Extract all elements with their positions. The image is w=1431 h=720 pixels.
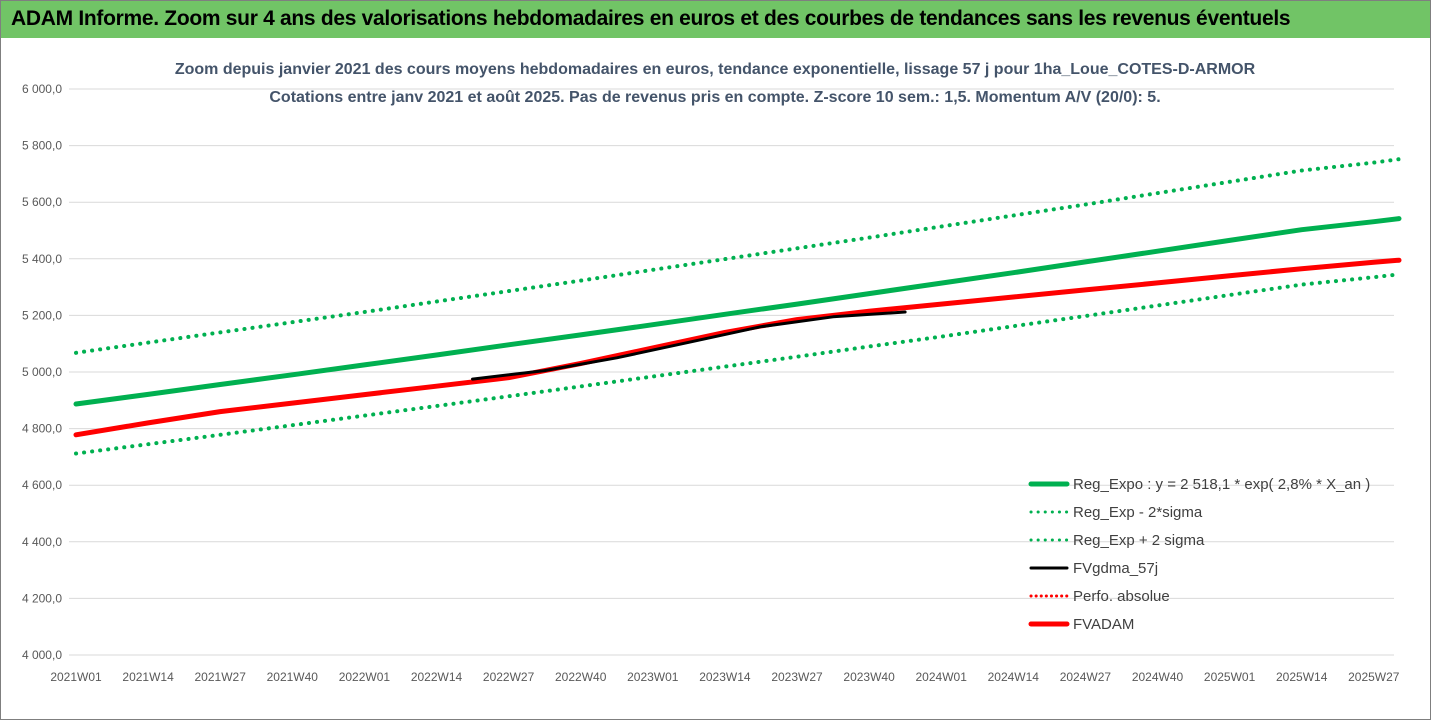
x-tick-label: 2021W27: [195, 670, 247, 684]
x-tick-label: 2021W14: [122, 670, 174, 684]
y-tick-label: 6 000,0: [22, 82, 62, 96]
x-tick-label: 2025W01: [1204, 670, 1256, 684]
x-tick-label: 2023W14: [699, 670, 751, 684]
y-tick-label: 4 400,0: [22, 535, 62, 549]
chart-canvas: Zoom depuis janvier 2021 des cours moyen…: [22, 61, 1402, 684]
y-tick-label: 5 000,0: [22, 365, 62, 379]
series-line-2: [74, 157, 1401, 355]
y-tick-label: 4 800,0: [22, 422, 62, 436]
x-tick-label: 2024W27: [1060, 670, 1112, 684]
legend-label: Reg_Exp - 2*sigma: [1073, 504, 1203, 521]
chart-subtitle: Cotations entre janv 2021 et août 2025. …: [269, 89, 1160, 106]
y-tick-label: 5 400,0: [22, 252, 62, 266]
x-tick-label: 2024W40: [1132, 670, 1184, 684]
x-tick-label: 2025W27: [1348, 670, 1400, 684]
x-tick-label: 2023W27: [771, 670, 823, 684]
y-tick-label: 4 000,0: [22, 648, 62, 662]
x-tick-label: 2022W40: [555, 670, 607, 684]
x-tick-label: 2022W14: [411, 670, 463, 684]
x-tick-label: 2024W01: [916, 670, 968, 684]
y-tick-label: 5 600,0: [22, 195, 62, 209]
legend-label: FVADAM: [1073, 616, 1134, 633]
series-line-3: [471, 310, 907, 381]
report-banner: ADAM Informe. Zoom sur 4 ans des valoris…: [1, 1, 1430, 38]
x-tick-label: 2023W40: [843, 670, 895, 684]
chart-title: Zoom depuis janvier 2021 des cours moyen…: [175, 61, 1256, 78]
series-line-1: [74, 272, 1401, 456]
series-line-5: [73, 257, 1402, 438]
y-tick-label: 4 200,0: [22, 591, 62, 605]
y-tick-label: 5 200,0: [22, 308, 62, 322]
x-tick-label: 2023W01: [627, 670, 679, 684]
series-line-0: [73, 216, 1402, 407]
y-tick-label: 5 800,0: [22, 139, 62, 153]
x-tick-label: 2022W27: [483, 670, 535, 684]
y-tick-label: 4 600,0: [22, 478, 62, 492]
x-tick-label: 2022W01: [339, 670, 391, 684]
legend-label: Perfo. absolue: [1073, 588, 1170, 605]
x-tick-label: 2025W14: [1276, 670, 1328, 684]
x-tick-label: 2024W14: [988, 670, 1040, 684]
x-tick-label: 2021W40: [267, 670, 319, 684]
x-tick-label: 2021W01: [50, 670, 102, 684]
legend-label: Reg_Exp + 2 sigma: [1073, 532, 1205, 549]
legend-label: FVgdma_57j: [1073, 560, 1158, 577]
legend-label: Reg_Expo : y = 2 518,1 * exp( 2,8% * X_a…: [1073, 476, 1370, 493]
